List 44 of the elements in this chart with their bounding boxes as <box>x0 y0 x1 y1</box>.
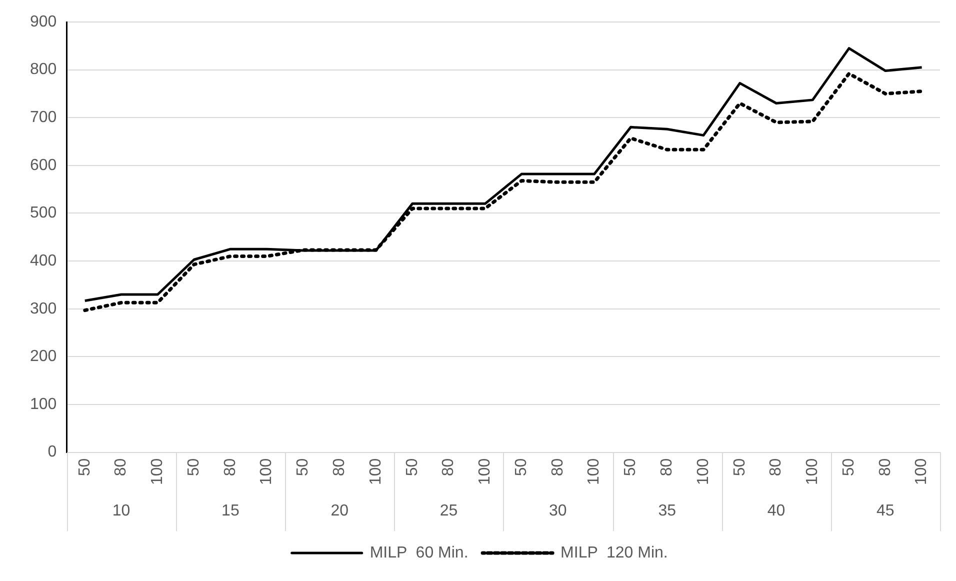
y-tick-label: 100 <box>30 396 57 413</box>
x-tick-label: 100 <box>367 458 384 486</box>
y-tick-label: 300 <box>30 300 57 318</box>
y-tick-label: 400 <box>30 252 57 270</box>
x-tick-label: 100 <box>258 458 276 486</box>
text: 20 <box>330 502 349 520</box>
y-tick-label: 0 <box>48 444 57 461</box>
text: 15 <box>222 502 240 520</box>
x-tick-label: 50 <box>840 458 858 476</box>
x-tick-label: 50 <box>294 458 312 476</box>
x-tick-label: 50 <box>76 458 94 476</box>
legend-label: MILP 120 Min. <box>560 544 668 562</box>
x-tick-label: 80 <box>876 458 894 476</box>
y-tick-label: 600 <box>30 156 57 174</box>
x-tick-label: 50 <box>622 458 640 476</box>
x-tick-label: 100 <box>476 458 494 486</box>
x-tick-label: 80 <box>658 458 676 476</box>
legend-label: MILP 60 Min. <box>370 544 468 562</box>
y-tick-label: 800 <box>30 61 57 78</box>
text: 40 <box>767 502 786 520</box>
x-tick-label: 80 <box>112 458 130 476</box>
x-tick-label: 100 <box>149 458 166 486</box>
x-tick-label: 80 <box>768 458 785 476</box>
text: 25 <box>440 502 458 520</box>
y-tick-label: 200 <box>30 348 57 366</box>
y-tick-label: 700 <box>30 109 57 126</box>
text: 10 <box>112 502 130 520</box>
x-tick-label: 80 <box>331 458 348 476</box>
x-tick-label: 50 <box>731 458 748 476</box>
text: 45 <box>876 502 894 520</box>
text: 35 <box>658 502 676 520</box>
x-tick-label: 100 <box>804 458 822 486</box>
x-tick-label: 80 <box>440 458 458 476</box>
x-tick-label: 50 <box>512 458 530 476</box>
y-tick-label: 900 <box>30 13 57 30</box>
x-tick-label: 100 <box>694 458 712 486</box>
y-tick-label: 500 <box>30 204 57 222</box>
x-tick-label: 50 <box>404 458 421 476</box>
x-tick-label: 50 <box>185 458 202 476</box>
x-tick-label: 100 <box>586 458 603 486</box>
x-tick-label: 100 <box>913 458 930 486</box>
x-tick-label: 80 <box>222 458 239 476</box>
text: 30 <box>549 502 567 520</box>
x-tick-label: 80 <box>549 458 566 476</box>
